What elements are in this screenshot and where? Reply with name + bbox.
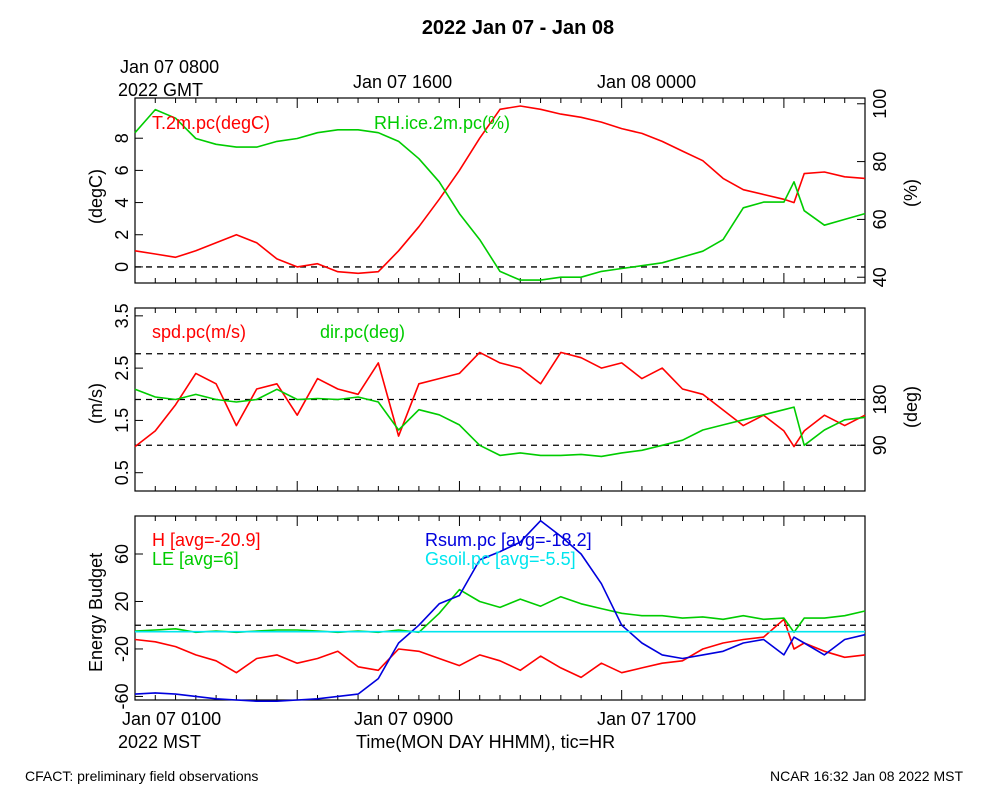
series-label-rsum: Rsum.pc [avg=-18.2] xyxy=(425,530,592,550)
series-line-rh xyxy=(134,108,866,281)
series-label-temperature: T.2m.pc(degC) xyxy=(152,113,271,133)
series-label-speed: spd.pc(m/s) xyxy=(152,322,247,342)
series-label-direction: dir.pc(deg) xyxy=(320,322,406,342)
bottom-axis-first-label: Jan 07 0100 xyxy=(122,709,222,729)
panel2-y2-axis-title: (deg) xyxy=(901,385,921,428)
panels: 0 2 4 6 8 40 60 80 100 0.5 1.5 2.5 3.5 90 180 -60 -20 20 6… xyxy=(112,89,890,710)
series-line-t xyxy=(134,105,866,275)
series-line-spd xyxy=(134,351,866,448)
y-tick-label: 0 xyxy=(112,262,132,272)
y-tick-label: 2 xyxy=(112,230,132,240)
x-axis-title: Time(MON DAY HHMM), tic=HR xyxy=(356,732,616,752)
y-tick-label: -60 xyxy=(112,683,132,709)
panel1-y2-axis-title: (%) xyxy=(901,179,921,207)
top-axis-first-label: Jan 07 0800 xyxy=(120,57,220,77)
footer-right: NCAR 16:32 Jan 08 2022 MST xyxy=(770,768,963,784)
bottom-axis-first-label-line2: 2022 MST xyxy=(118,732,202,752)
footer-left: CFACT: preliminary field observations xyxy=(25,768,259,784)
series-line-rsum xyxy=(134,519,866,703)
panel2-y-axis-title: (m/s) xyxy=(86,383,106,424)
top-axis-label: Jan 08 0000 xyxy=(597,72,697,92)
y2-tick-label: 60 xyxy=(870,209,890,229)
y2-tick-label: 80 xyxy=(870,152,890,172)
series-label-le: LE [avg=6] xyxy=(152,549,239,569)
panel1-y-axis-title: (degC) xyxy=(86,168,106,224)
bottom-axis-label: Jan 07 0900 xyxy=(354,709,454,729)
y-tick-label: 3.5 xyxy=(112,303,132,328)
y-tick-label: 2.5 xyxy=(112,356,132,381)
y2-tick-label: 100 xyxy=(870,89,890,119)
series-label-h: H [avg=-20.9] xyxy=(152,530,261,550)
y-tick-label: 6 xyxy=(112,165,132,175)
series-label-humidity: RH.ice.2m.pc(%) xyxy=(374,113,511,133)
y-tick-label: -20 xyxy=(112,636,132,662)
series-line-h xyxy=(134,618,866,679)
y-tick-label: 20 xyxy=(112,591,132,611)
y-tick-label: 4 xyxy=(112,198,132,208)
page-title: 2022 Jan 07 - Jan 08 xyxy=(421,17,615,39)
y2-tick-label: 90 xyxy=(870,435,890,455)
y-tick-label: 0.5 xyxy=(112,460,132,485)
top-axis-label: Jan 07 1600 xyxy=(353,72,453,92)
panel3-y-axis-title: Energy Budget xyxy=(86,552,106,672)
y-tick-label: 8 xyxy=(112,133,132,143)
y-tick-label: 1.5 xyxy=(112,408,132,433)
series-line-dir xyxy=(134,388,866,458)
series-label-gsoil: Gsoil.pc [avg=-5.5] xyxy=(425,549,576,569)
series-line-le xyxy=(134,588,866,634)
top-axis-first-label-line2: 2022 GMT xyxy=(118,80,204,100)
bottom-axis-label: Jan 07 1700 xyxy=(597,709,697,729)
y2-tick-label: 180 xyxy=(870,384,890,414)
y2-tick-label: 40 xyxy=(870,267,890,287)
y-tick-label: 60 xyxy=(112,544,132,564)
